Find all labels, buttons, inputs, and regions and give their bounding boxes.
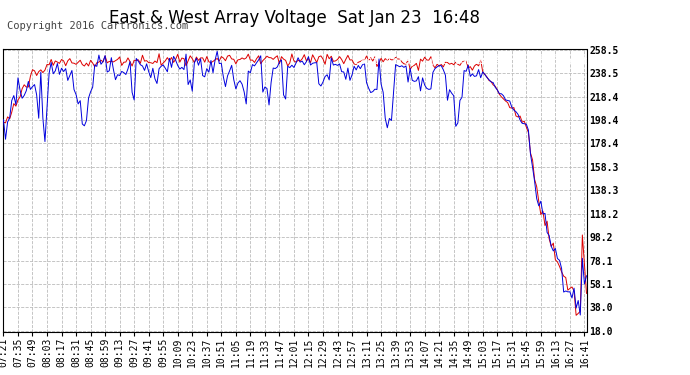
Text: East & West Array Voltage  Sat Jan 23  16:48: East & West Array Voltage Sat Jan 23 16:… <box>110 9 480 27</box>
Text: West Array  (DC Volts): West Array (DC Volts) <box>463 56 601 66</box>
Text: East Array  (DC Volts): East Array (DC Volts) <box>354 56 492 66</box>
Text: Copyright 2016 Cartronics.com: Copyright 2016 Cartronics.com <box>7 21 188 31</box>
